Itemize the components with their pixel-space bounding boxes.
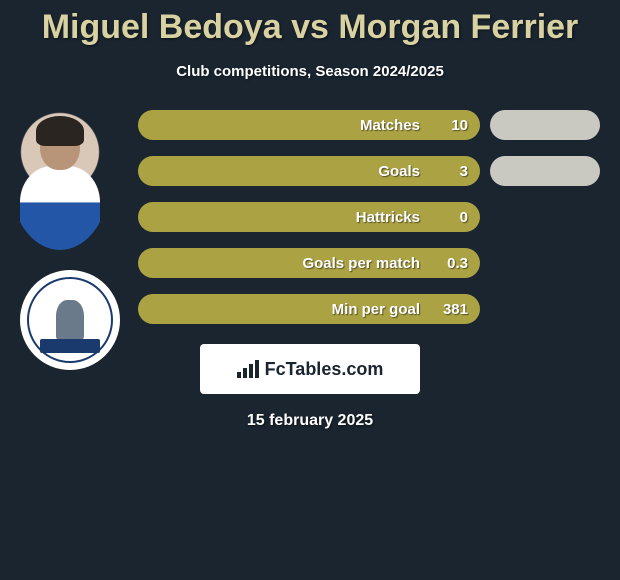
bar-left-matches: Matches 10 [138,110,480,140]
bar-row-matches: Matches 10 [138,110,600,140]
bar-right-gpm [490,248,600,278]
bar-value: 10 [451,117,468,134]
bar-value: 0.3 [447,255,468,272]
bar-right-matches [490,110,600,140]
date-text: 15 february 2025 [0,412,620,430]
club-logo [20,270,120,370]
bar-label: Min per goal [332,301,420,318]
site-name: FcTables.com [265,359,384,380]
club-logo-banner [40,339,100,353]
comparison-content: Matches 10 Goals 3 Hattricks 0 Goals per… [0,110,620,324]
bar-label: Hattricks [356,209,420,226]
bar-value: 3 [460,163,468,180]
bar-row-goals: Goals 3 [138,156,600,186]
bar-left-gpm: Goals per match 0.3 [138,248,480,278]
bar-row-gpm: Goals per match 0.3 [138,248,600,278]
club-logo-figure [56,300,84,340]
player-hair-shape [36,116,84,146]
player-photo [10,110,110,250]
bar-right-mpg [490,294,600,324]
bar-value: 0 [460,209,468,226]
bar-label: Goals [378,163,420,180]
bar-row-mpg: Min per goal 381 [138,294,600,324]
comparison-bars: Matches 10 Goals 3 Hattricks 0 Goals per… [138,110,600,324]
bar-right-hattricks [490,202,600,232]
bar-label: Matches [360,117,420,134]
bar-left-hattricks: Hattricks 0 [138,202,480,232]
bar-left-mpg: Min per goal 381 [138,294,480,324]
page-title: Miguel Bedoya vs Morgan Ferrier [0,0,620,47]
bar-label: Goals per match [302,255,420,272]
chart-icon [237,360,259,378]
bar-right-goals [490,156,600,186]
club-logo-inner [27,277,113,363]
site-logo-badge: FcTables.com [200,344,420,394]
player-body-shape [20,166,100,250]
bar-row-hattricks: Hattricks 0 [138,202,600,232]
bar-left-goals: Goals 3 [138,156,480,186]
subtitle: Club competitions, Season 2024/2025 [0,63,620,80]
bar-value: 381 [443,301,468,318]
